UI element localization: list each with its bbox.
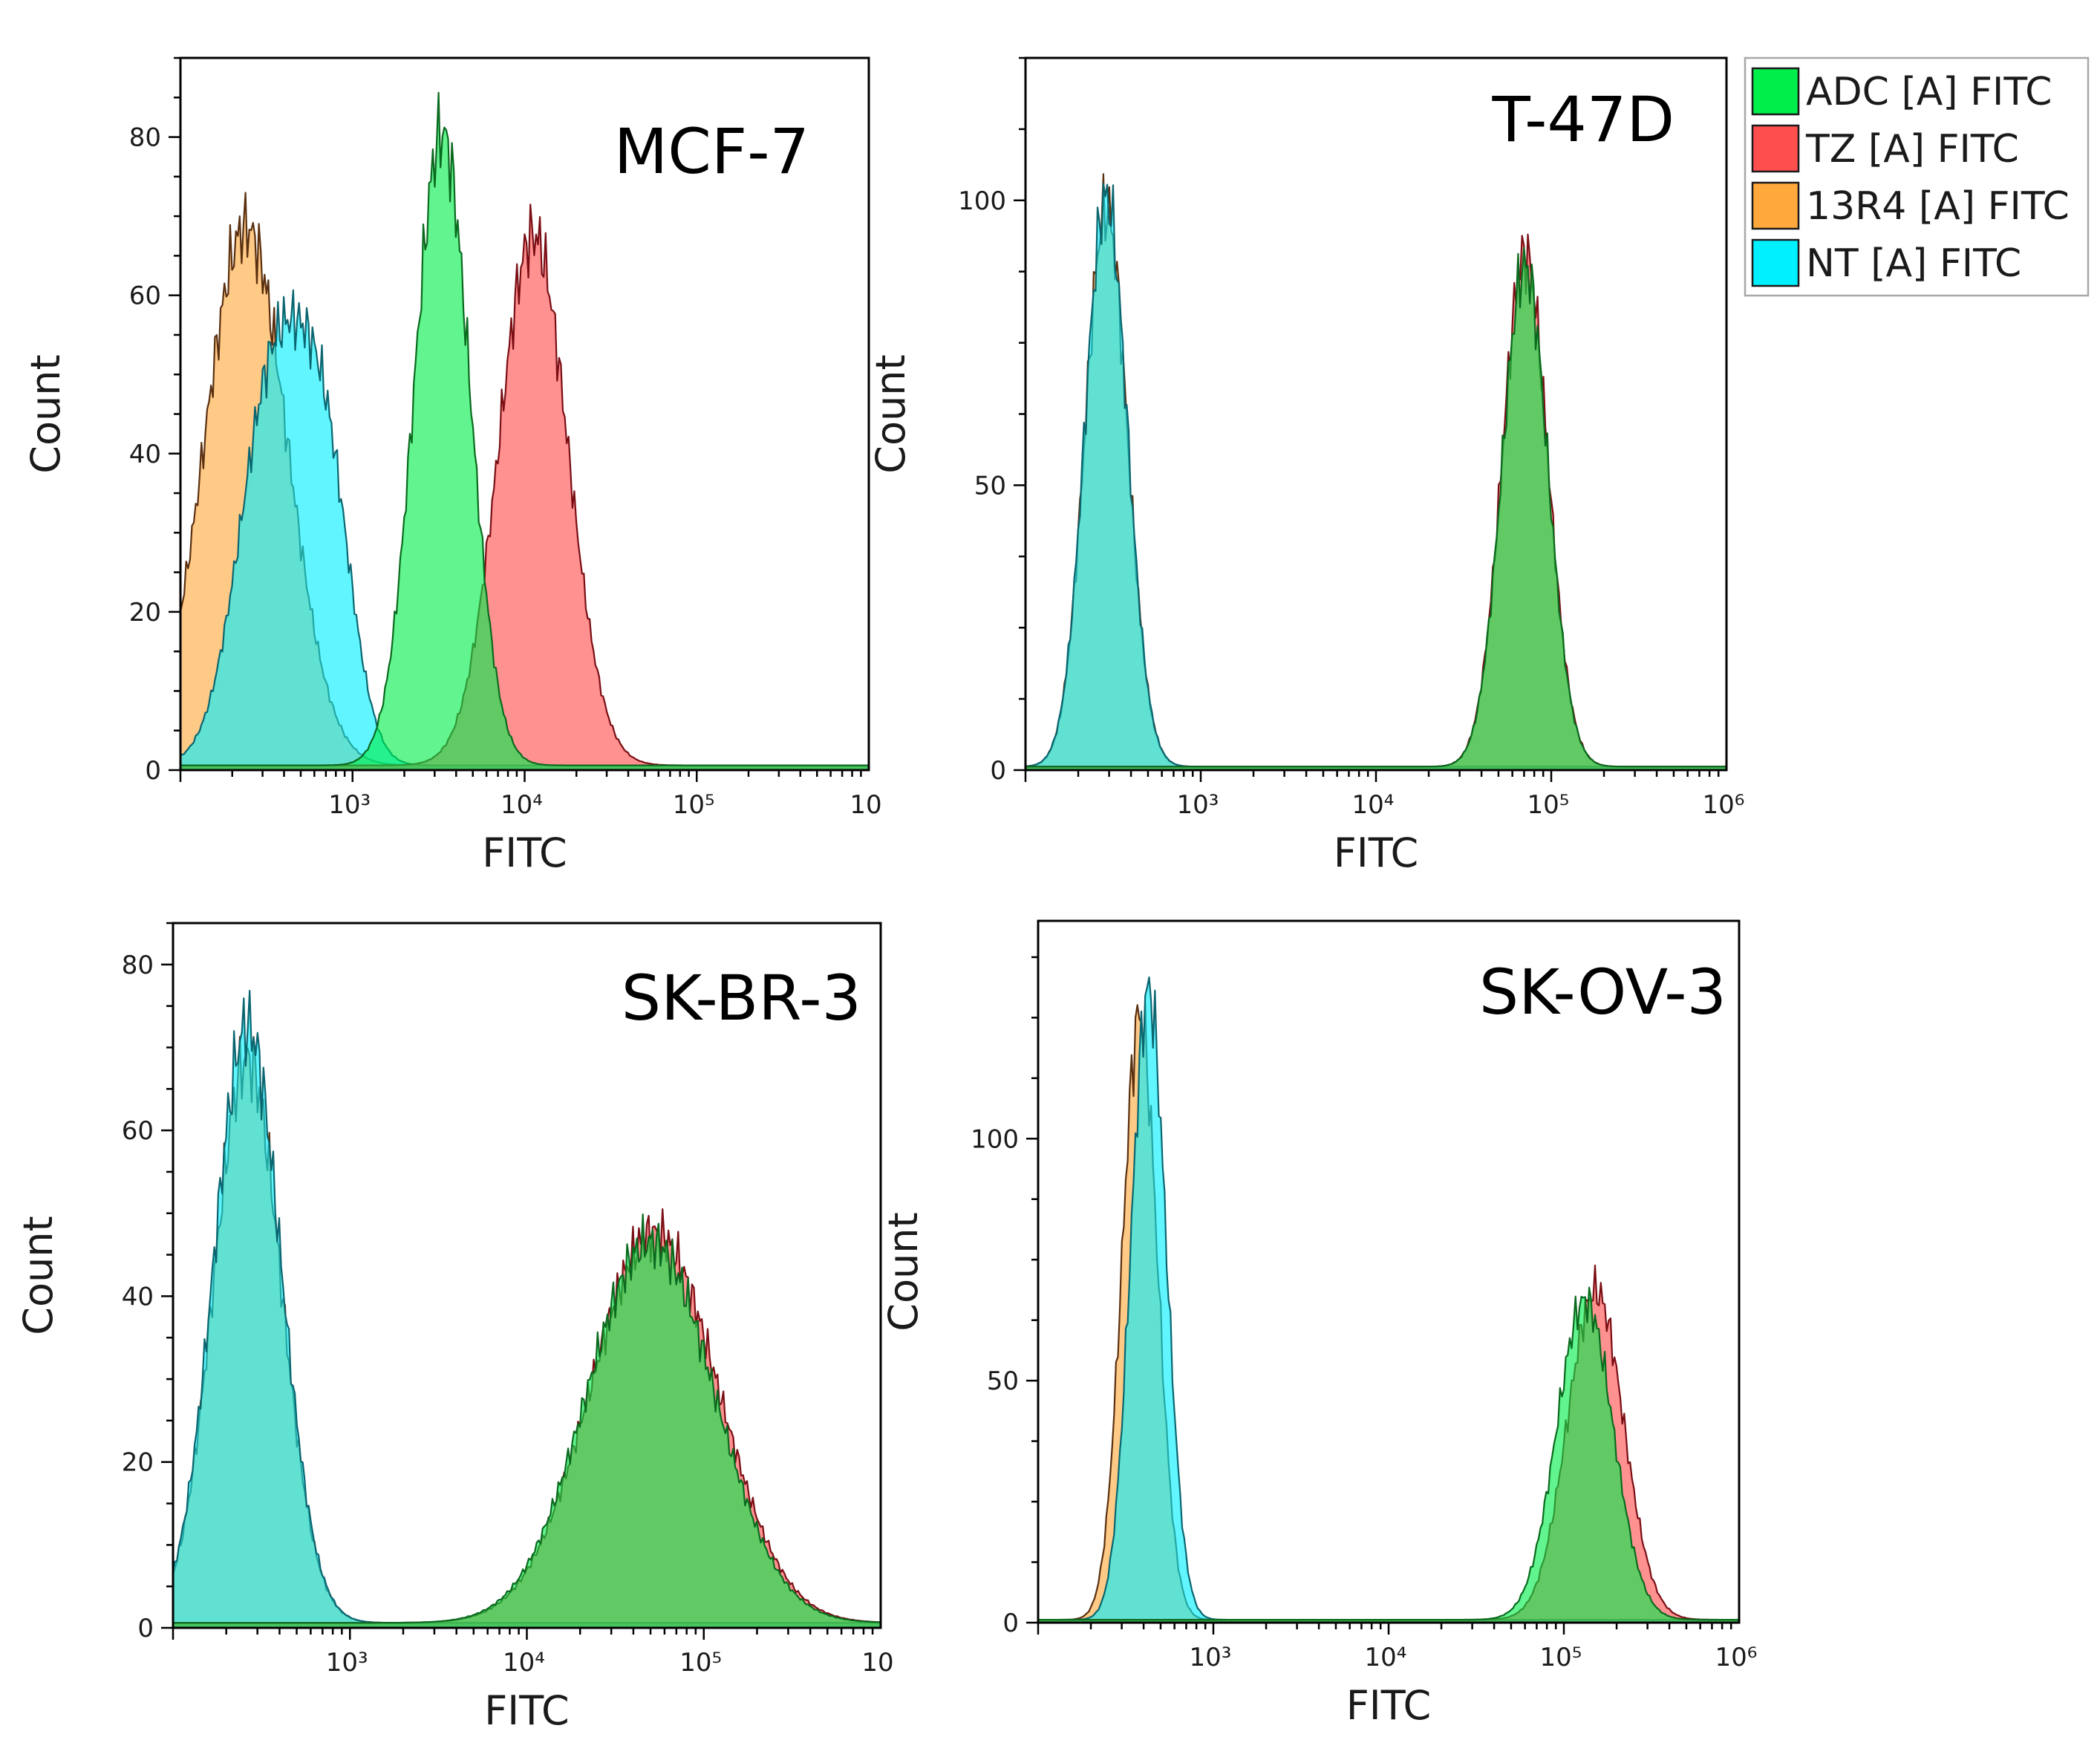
x-tick-label: 10⁴ [503,1648,545,1678]
x-tick-label: 10⁴ [500,790,543,820]
y-tick-label: 0 [137,1614,154,1643]
legend-item-13r4-a-fitc: 13R4 [A] FITC [1751,181,2070,230]
legend-item-tz-a-fitc: TZ [A] FITC [1751,124,2019,173]
x-tick-label: 10⁵ [1527,790,1570,820]
y-tick-label: 60 [129,281,161,311]
histogram-adc-a-fitc-t-47d [1025,247,1726,770]
x-tick-label: 10³ [328,790,371,820]
x-tick-label: 10³ [1190,1643,1232,1672]
y-axis-title: Count [880,1212,927,1331]
panel-sk-br-3: 0 20 40 60 80 10³ 10⁴ 10⁵ 10 FITC Count SK-BR-3 [15,922,894,1734]
panel-title: MCF-7 [614,115,809,188]
y-tick-label: 40 [122,1282,154,1311]
legend-box [1744,56,2090,297]
panel-title: T-47D [1492,83,1675,156]
x-tick-label: 10³ [1177,790,1219,820]
x-tick-label: 10⁴ [1365,1643,1407,1672]
legend-swatch [1751,67,1800,116]
y-tick-label: 100 [971,1124,1019,1154]
x-tick-label: 10⁴ [1352,790,1395,820]
legend-label: TZ [A] FITC [1805,127,2019,172]
x-axis-title: FITC [1334,830,1419,876]
x-tick-label: 10 [861,1648,893,1678]
y-tick-label: 80 [122,951,154,980]
y-tick-label: 0 [990,756,1006,786]
legend-label: NT [A] FITC [1806,241,2021,286]
x-tick-label: 10⁵ [679,1648,722,1678]
x-tick-label: 10³ [326,1648,368,1678]
legend-item-adc-a-fitc: ADC [A] FITC [1751,67,2052,116]
x-axis-title: FITC [482,830,567,876]
y-tick-label: 40 [129,440,161,469]
legend-swatch [1751,124,1800,173]
y-tick-label: 80 [129,123,161,153]
legend-label: 13R4 [A] FITC [1806,184,2070,229]
y-axis-title: Count [867,354,914,473]
x-tick-label: 10⁶ [1715,1643,1758,1672]
y-tick-label: 50 [987,1366,1019,1396]
panel-mcf-7: 0 20 40 60 80 10³ 10⁴ 10⁵ 10 FITC Count MCF-7 [22,56,882,876]
legend-swatch [1751,181,1800,230]
panel-title: SK-OV-3 [1479,956,1726,1029]
y-axis-title: Count [15,1216,62,1335]
panel-t-47d: 0 50 100 10³ 10⁴ 10⁵ 10⁶ FITC Count T-47D [867,56,1745,876]
histogram-adc-a-fitc-sk-ov-3 [1038,1286,1739,1623]
legend: ADC [A] FITC TZ [A] FITC 13R4 [A] FITC NT [… [1744,56,2090,297]
x-axis-title: FITC [484,1687,570,1734]
legend-item-nt-a-fitc: NT [A] FITC [1751,238,2021,287]
x-tick-label: 10⁵ [673,790,715,820]
panel-sk-ov-3: 0 50 100 10³ 10⁴ 10⁵ 10⁶ FITC Count SK-OV-3 [880,919,1758,1729]
y-tick-label: 100 [958,186,1006,216]
x-tick-label: 10 [850,790,881,820]
y-axis-title: Count [22,354,69,473]
y-tick-label: 0 [145,756,161,786]
histogram-adc-a-fitc-sk-br-3 [173,1213,881,1628]
y-tick-label: 20 [122,1448,154,1478]
y-tick-label: 20 [129,598,161,628]
histogram-adc-a-fitc-mcf-7 [180,91,869,770]
y-tick-label: 50 [974,471,1006,501]
x-axis-title: FITC [1346,1682,1432,1729]
legend-swatch [1751,238,1800,287]
y-tick-label: 60 [122,1116,154,1146]
x-tick-label: 10⁵ [1540,1643,1582,1672]
x-tick-label: 10⁶ [1703,790,1745,820]
legend-label: ADC [A] FITC [1806,70,2052,114]
panel-title: SK-BR-3 [622,962,861,1034]
y-tick-label: 0 [1002,1609,1019,1638]
